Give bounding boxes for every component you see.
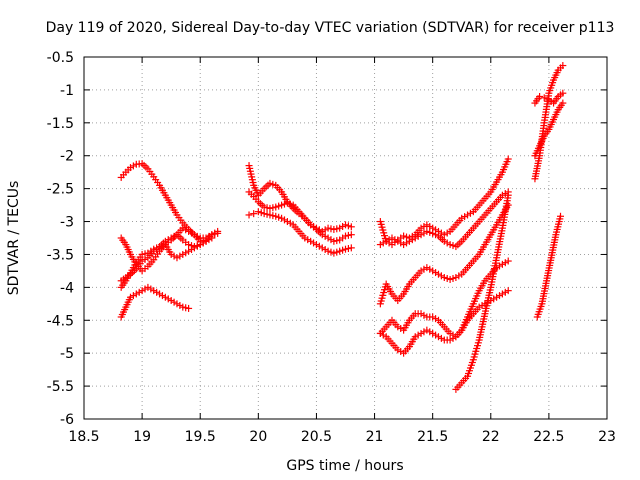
x-tick-label: 19 [133, 429, 151, 445]
x-tick-label: 20.5 [301, 429, 332, 445]
data-point [504, 155, 512, 163]
data-point [347, 231, 355, 239]
x-tick-label: 23 [598, 429, 616, 445]
chart-title: Day 119 of 2020, Sidereal Day-to-day VTE… [46, 20, 615, 36]
data-point [214, 229, 222, 237]
data-point [559, 62, 567, 70]
data-point [504, 257, 512, 265]
data-point [245, 211, 253, 219]
x-tick-label: 22 [482, 429, 500, 445]
data-point [536, 92, 544, 100]
x-tick-label: 20 [249, 429, 267, 445]
data-point [208, 234, 216, 242]
y-tick-label: -4.5 [47, 313, 74, 329]
y-tick-label: -5 [60, 346, 74, 362]
y-tick-label: -1.5 [47, 116, 74, 132]
data-point [559, 89, 567, 97]
data-point [504, 287, 512, 295]
y-tick-label: -4 [60, 280, 74, 296]
x-tick-label: 21 [366, 429, 384, 445]
x-axis-label: GPS time / hours [286, 458, 403, 474]
x-tick-label: 22.5 [533, 429, 564, 445]
plot-frame [83, 56, 608, 420]
y-tick-label: -5.5 [47, 379, 74, 395]
y-tick-label: -0.5 [47, 50, 74, 66]
data-point [347, 244, 355, 252]
data-point [504, 191, 512, 199]
y-tick-label: -3 [60, 215, 74, 231]
x-tick-label: 21.5 [417, 429, 448, 445]
data-point [185, 304, 193, 312]
x-tick-label: 19.5 [185, 429, 216, 445]
data-point [250, 210, 258, 218]
data-point [557, 212, 565, 220]
tick-labels: 18.5 19 19.5 20 20.5 21 21.5 22 22.5 23 -6 -5.5 -5 -4… [47, 50, 616, 445]
y-axis-label: SDTVAR / TECUs [6, 181, 22, 296]
y-tick-label: -6 [60, 412, 74, 428]
y-tick-label: -2.5 [47, 182, 74, 198]
data-points [117, 62, 567, 393]
data-point [540, 94, 548, 102]
y-tick-label: -3.5 [47, 247, 74, 263]
y-tick-label: -2 [60, 149, 74, 165]
data-point [347, 223, 355, 231]
x-tick-label: 18.5 [68, 429, 99, 445]
data-point [202, 237, 210, 245]
y-tick-label: -1 [60, 83, 74, 99]
data-point [559, 99, 567, 107]
